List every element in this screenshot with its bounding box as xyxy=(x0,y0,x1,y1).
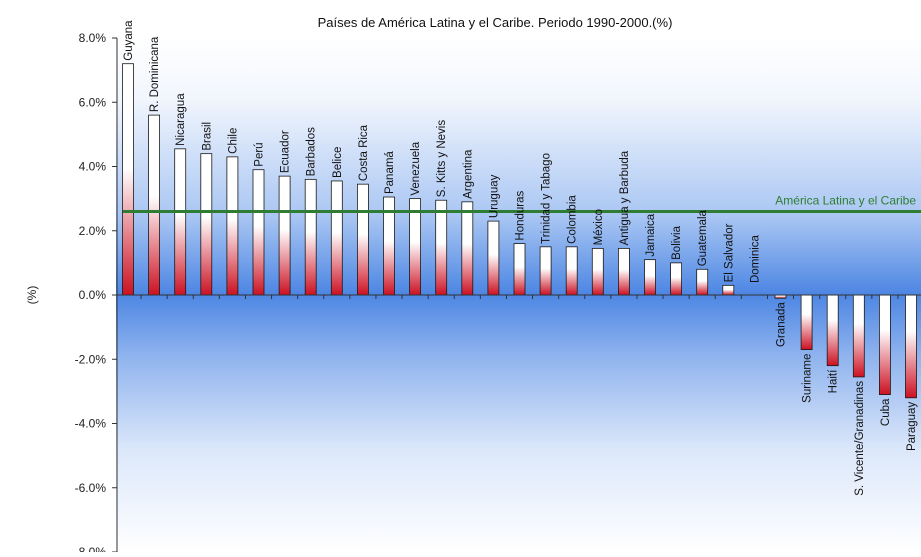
bar-category-label: El Salvador xyxy=(723,223,735,282)
bar-category-label: Cuba xyxy=(880,398,892,426)
bar xyxy=(149,115,160,295)
bar xyxy=(436,200,447,295)
y-tick-label: 4.0% xyxy=(79,160,107,174)
bar-category-label: Chile xyxy=(227,128,239,154)
bar-category-label: Guatemala xyxy=(697,209,709,266)
y-tick-label: -4.0% xyxy=(75,417,107,431)
bar xyxy=(410,199,421,295)
bar xyxy=(801,295,812,350)
bar xyxy=(906,295,917,398)
bar xyxy=(253,170,264,295)
y-tick-label: 0.0% xyxy=(79,288,107,302)
y-axis-label: (%) xyxy=(25,286,39,305)
bar xyxy=(331,181,342,295)
y-tick-label: 6.0% xyxy=(79,95,107,109)
bar-category-label: Colombia xyxy=(567,195,579,244)
bar-category-label: Guyana xyxy=(123,20,135,61)
bar-category-label: México xyxy=(593,209,605,245)
bar-category-label: Haití xyxy=(828,369,840,393)
bar-category-label: Trinidad y Tabago xyxy=(541,153,553,244)
bar-category-label: Paraguay xyxy=(906,402,918,451)
y-tick-label: -6.0% xyxy=(75,481,107,495)
bar xyxy=(462,202,473,295)
bar xyxy=(618,248,629,295)
bar xyxy=(227,157,238,295)
bar xyxy=(279,176,290,295)
bar xyxy=(592,248,603,295)
bar-category-label: Argentina xyxy=(462,149,474,199)
bar-category-label: Perú xyxy=(254,142,266,166)
bar xyxy=(123,64,134,295)
bar xyxy=(697,269,708,295)
bar xyxy=(201,154,212,295)
y-tick-label: -2.0% xyxy=(75,352,107,366)
bar-category-label: Costa Rica xyxy=(358,124,370,181)
bar-category-label: Suriname xyxy=(802,354,814,403)
bar-category-label: R. Dominicana xyxy=(149,36,161,112)
bar xyxy=(671,263,682,295)
bar-category-label: S. Kitts y Nevis xyxy=(436,120,448,198)
y-tick-label: 8.0% xyxy=(79,31,107,45)
bar-category-label: Antigua y Barbuda xyxy=(619,150,631,245)
bar-category-label: Granada xyxy=(776,302,788,347)
y-tick-label: 2.0% xyxy=(79,224,107,238)
bar xyxy=(566,247,577,295)
bar-category-label: Uruguay xyxy=(488,174,500,218)
bar xyxy=(305,179,316,295)
bar-category-label: Jamaica xyxy=(645,213,657,256)
bar-category-label: Brasil xyxy=(201,122,213,151)
chart-title: Países de América Latina y el Caribe. Pe… xyxy=(318,15,673,30)
bar xyxy=(488,221,499,295)
bar-category-label: Honduras xyxy=(515,190,527,240)
bar-category-label: Nicaragua xyxy=(175,93,187,146)
bar xyxy=(357,184,368,295)
bar xyxy=(645,260,656,295)
bar-category-label: Ecuador xyxy=(280,130,292,173)
bar xyxy=(514,244,525,295)
reference-line-label: América Latina y el Caribe xyxy=(775,193,916,207)
bar xyxy=(723,285,734,295)
bar xyxy=(175,149,186,295)
bar-category-label: S. Vicente/Granadinas xyxy=(854,381,866,496)
bar xyxy=(540,247,551,295)
bar xyxy=(853,295,864,377)
bar-category-label: Panamá xyxy=(384,151,396,194)
bar xyxy=(879,295,890,395)
bar-category-label: Belice xyxy=(332,147,344,178)
bar-category-label: Venezuela xyxy=(410,141,422,195)
bar-category-label: Dominica xyxy=(749,234,761,283)
bar xyxy=(827,295,838,366)
bar-category-label: Bolivia xyxy=(671,225,683,259)
y-tick-label: -8.0% xyxy=(75,545,107,552)
bar-category-label: Barbados xyxy=(306,127,318,176)
y-ticks: 8.0% 6.0% 4.0% 2.0% 0.0% -2.0% -4.0% -6.0% -8.0% xyxy=(75,31,117,552)
